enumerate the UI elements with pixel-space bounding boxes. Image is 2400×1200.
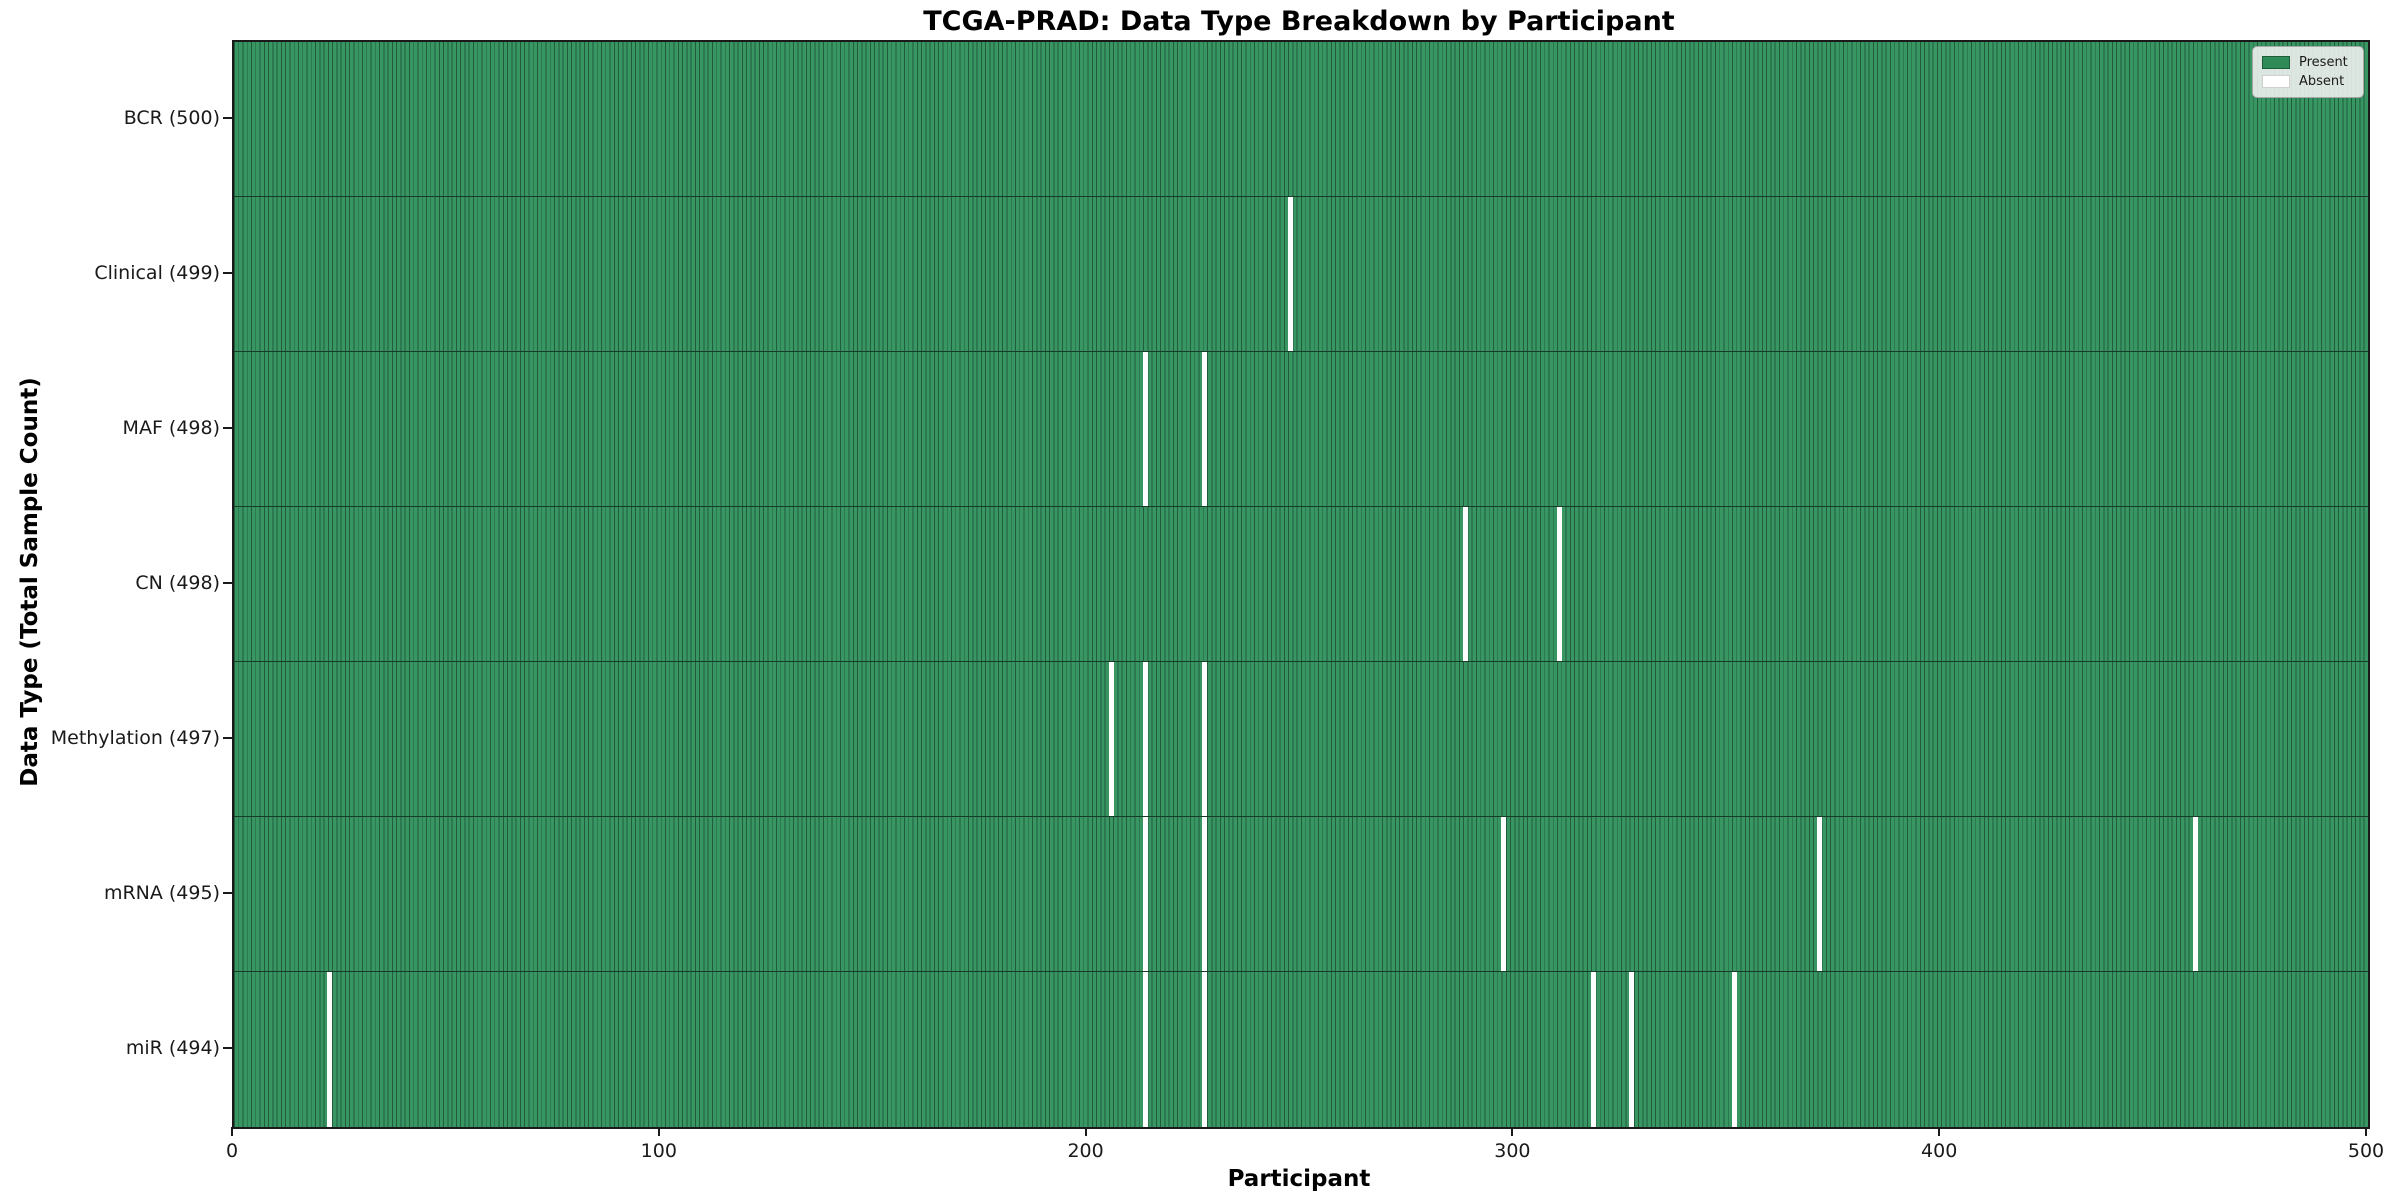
absent-gap [1142, 972, 1148, 1127]
x-tick-label: 500 [2347, 1140, 2385, 1162]
absent-gap [1142, 662, 1148, 816]
y-tick-label: mRNA (495) [103, 881, 220, 904]
legend-absent-swatch [2262, 75, 2290, 88]
x-tick-mark [1511, 1127, 1514, 1136]
absent-gap [1590, 972, 1596, 1127]
y-tick-mark [223, 1046, 232, 1049]
heatmap-row-maf [234, 352, 2368, 507]
absent-gap [1287, 197, 1293, 351]
y-tick-label: Methylation (497) [50, 726, 220, 749]
absent-gap [1202, 352, 1208, 506]
y-tick-mark [223, 271, 232, 274]
y-tick-label: miR (494) [125, 1036, 220, 1059]
absent-gap [1202, 817, 1208, 971]
y-tick-mark [223, 116, 232, 119]
heatmap-row-mir [234, 972, 2368, 1127]
x-tick-label: 0 [225, 1140, 239, 1162]
absent-gap [1556, 507, 1562, 661]
absent-gap [1629, 972, 1635, 1127]
absent-gap [1817, 817, 1823, 971]
page-title: TCGA-PRAD: Data Type Breakdown by Partic… [923, 6, 1675, 37]
legend-present-swatch [2262, 56, 2290, 69]
y-tick-label: MAF (498) [122, 416, 220, 439]
absent-gap [1142, 817, 1148, 971]
legend: Present Absent [2252, 46, 2364, 98]
heatmap-row-methylation [234, 662, 2368, 817]
y-tick-label: BCR (500) [123, 106, 220, 129]
x-tick-mark [1938, 1127, 1941, 1136]
y-axis-title: Data Type (Total Sample Count) [17, 377, 43, 787]
x-tick-label: 300 [1494, 1140, 1531, 1162]
absent-gap [1202, 972, 1208, 1127]
absent-gap [1108, 662, 1114, 816]
absent-gap [1142, 352, 1148, 506]
x-tick-mark [1084, 1127, 1087, 1136]
legend-entry-absent: Absent [2262, 72, 2354, 91]
heatmap-row-mrna [234, 817, 2368, 972]
x-tick-mark [657, 1127, 660, 1136]
heatmap-row-clinical [234, 197, 2368, 352]
legend-present-label: Present [2299, 55, 2348, 70]
x-axis-title: Participant [1227, 1166, 1371, 1192]
x-tick-label: 400 [1921, 1140, 1958, 1162]
x-tick-mark [231, 1127, 233, 1136]
y-tick-mark [223, 891, 232, 894]
y-tick-mark [223, 736, 232, 739]
absent-gap [1731, 972, 1737, 1127]
legend-absent-label: Absent [2299, 74, 2345, 89]
absent-gap [1501, 817, 1507, 971]
x-tick-label: 100 [640, 1140, 677, 1162]
absent-gap [327, 972, 333, 1127]
heatmap-plot-area [232, 40, 2370, 1129]
y-tick-label: Clinical (499) [94, 261, 220, 284]
absent-gap [2192, 817, 2198, 971]
y-tick-mark [223, 426, 232, 429]
y-tick-mark [223, 581, 232, 584]
x-tick-label: 200 [1067, 1140, 1104, 1162]
absent-gap [1202, 662, 1208, 816]
heatmap-row-cn [234, 507, 2368, 662]
absent-gap [1462, 507, 1468, 661]
legend-entry-present: Present [2262, 53, 2354, 72]
heatmap-row-bcr [234, 42, 2368, 197]
y-tick-label: CN (498) [135, 571, 220, 594]
x-tick-mark [2365, 1127, 2367, 1136]
